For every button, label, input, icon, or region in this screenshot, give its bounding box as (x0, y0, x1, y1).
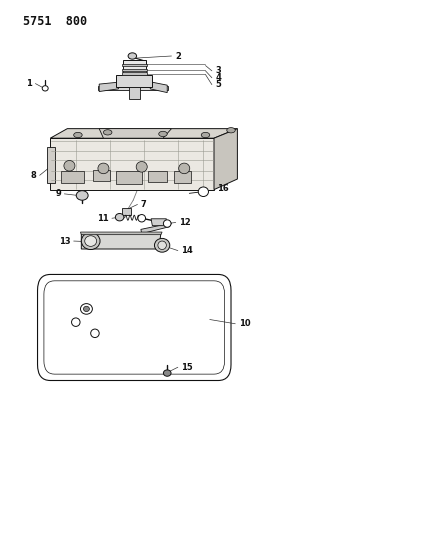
Polygon shape (48, 147, 54, 183)
Bar (148, 171, 167, 182)
Text: 2: 2 (175, 52, 181, 61)
Ellipse shape (85, 236, 97, 246)
Ellipse shape (138, 215, 146, 222)
Polygon shape (99, 128, 172, 138)
Ellipse shape (159, 131, 167, 136)
Polygon shape (150, 82, 167, 93)
Polygon shape (214, 128, 238, 190)
FancyBboxPatch shape (44, 281, 225, 374)
Ellipse shape (163, 370, 171, 376)
Ellipse shape (155, 238, 170, 252)
Text: 9: 9 (55, 189, 61, 198)
Ellipse shape (201, 132, 210, 138)
Text: 1: 1 (26, 79, 32, 88)
Polygon shape (122, 69, 147, 71)
Polygon shape (50, 138, 214, 190)
Ellipse shape (74, 132, 82, 138)
Polygon shape (122, 208, 131, 215)
Ellipse shape (179, 163, 190, 174)
Text: 16: 16 (217, 183, 229, 192)
Text: 4: 4 (215, 73, 221, 82)
Polygon shape (116, 75, 152, 87)
Ellipse shape (163, 220, 171, 227)
Text: 5: 5 (215, 80, 221, 89)
Bar (116, 171, 142, 184)
Text: 3: 3 (215, 66, 221, 75)
Ellipse shape (227, 127, 235, 133)
Ellipse shape (64, 160, 75, 171)
Polygon shape (99, 82, 120, 92)
Ellipse shape (104, 130, 112, 135)
Ellipse shape (76, 191, 88, 200)
Polygon shape (122, 60, 146, 75)
Polygon shape (141, 223, 172, 233)
Polygon shape (98, 86, 168, 91)
Polygon shape (122, 72, 147, 75)
Ellipse shape (136, 161, 147, 172)
Ellipse shape (198, 187, 208, 197)
Ellipse shape (42, 86, 48, 91)
Text: 7: 7 (141, 200, 147, 209)
Polygon shape (129, 87, 140, 100)
Ellipse shape (71, 318, 80, 326)
Bar (174, 171, 190, 183)
Polygon shape (122, 64, 147, 66)
Text: 8: 8 (30, 171, 36, 180)
Polygon shape (81, 233, 161, 249)
Ellipse shape (91, 329, 99, 337)
Bar (61, 171, 84, 183)
Text: 14: 14 (181, 246, 193, 255)
Ellipse shape (158, 241, 166, 249)
FancyBboxPatch shape (38, 274, 231, 381)
Bar (93, 170, 110, 181)
Ellipse shape (81, 232, 100, 249)
Ellipse shape (80, 304, 92, 314)
Text: 10: 10 (239, 319, 250, 328)
Text: 11: 11 (97, 214, 109, 223)
Text: 15: 15 (181, 363, 193, 372)
Ellipse shape (98, 163, 109, 174)
Ellipse shape (116, 214, 124, 221)
Polygon shape (151, 219, 166, 225)
Ellipse shape (128, 53, 137, 59)
Text: 5751  800: 5751 800 (23, 14, 87, 28)
Polygon shape (80, 232, 162, 235)
Text: 12: 12 (179, 218, 191, 227)
Polygon shape (50, 128, 238, 138)
Ellipse shape (83, 306, 89, 312)
Text: 13: 13 (59, 237, 70, 246)
